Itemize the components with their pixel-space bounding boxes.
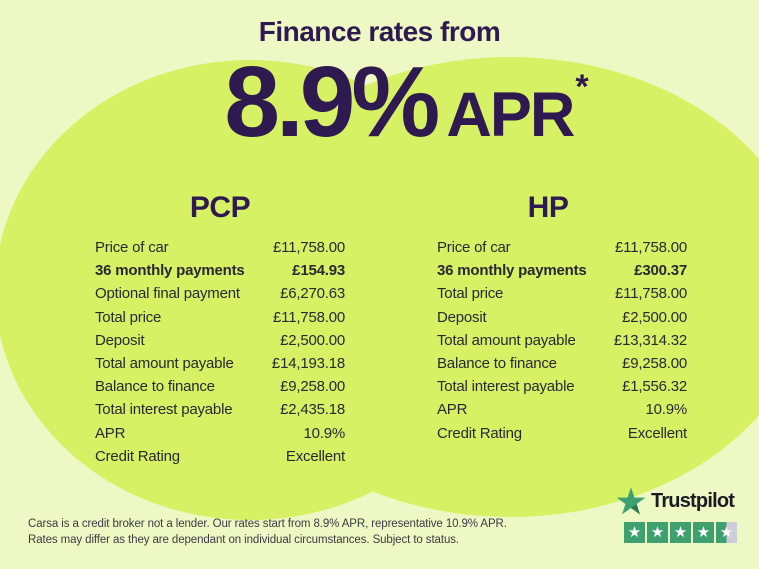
hp-heading: HP bbox=[527, 191, 569, 224]
pcp-heading: PCP bbox=[189, 191, 251, 224]
row-label: Balance to finance bbox=[437, 355, 557, 373]
star-box-full: ★ bbox=[693, 522, 714, 543]
table-row: Deposit £2,500.00 bbox=[437, 306, 687, 329]
trustpilot-stars: ★ ★ ★ ★ ★ bbox=[624, 522, 748, 543]
row-value: £11,758.00 bbox=[273, 308, 345, 326]
table-row: APR 10.9% bbox=[95, 422, 345, 445]
table-row: Total amount payable £14,193.18 bbox=[95, 352, 345, 375]
star-box-full: ★ bbox=[624, 522, 645, 543]
rate-asterisk: * bbox=[575, 68, 589, 106]
row-label: Total price bbox=[437, 285, 504, 303]
table-row: Total price £11,758.00 bbox=[437, 282, 687, 305]
row-label: Optional final payment bbox=[95, 285, 240, 303]
row-value: £11,758.00 bbox=[615, 285, 687, 303]
table-row: Price of car £11,758.00 bbox=[437, 236, 687, 259]
row-label: Total amount payable bbox=[95, 355, 234, 373]
background-circle-right bbox=[210, 57, 759, 517]
star-icon: ★ bbox=[627, 524, 642, 541]
star-icon: ★ bbox=[719, 524, 734, 541]
row-value: £1,556.32 bbox=[622, 378, 687, 396]
row-value: 10.9% bbox=[645, 401, 687, 419]
hp-table: Price of car £11,758.00 36 monthly payme… bbox=[437, 236, 687, 445]
disclaimer-line-1: Carsa is a credit broker not a lender. O… bbox=[28, 518, 507, 530]
table-row: Total price £11,758.00 bbox=[95, 306, 345, 329]
table-row: 36 monthly payments £154.93 bbox=[95, 259, 345, 282]
pcp-table: Price of car £11,758.00 36 monthly payme… bbox=[95, 236, 345, 468]
table-row: Price of car £11,758.00 bbox=[95, 236, 345, 259]
trustpilot-badge: Trustpilot ★ ★ ★ ★ ★ bbox=[616, 487, 748, 543]
table-row: Balance to finance £9,258.00 bbox=[437, 352, 687, 375]
trustpilot-wordmark: Trustpilot bbox=[651, 490, 735, 512]
row-value: £9,258.00 bbox=[280, 378, 345, 396]
row-label: Price of car bbox=[95, 239, 169, 257]
table-row: 36 monthly payments £300.37 bbox=[437, 259, 687, 282]
row-label: Total interest payable bbox=[95, 401, 233, 419]
table-row: Credit Rating Excellent bbox=[437, 422, 687, 445]
star-box-full: ★ bbox=[670, 522, 691, 543]
star-box-half: ★ bbox=[716, 522, 737, 543]
rate-line: 8.9% APR * bbox=[0, 52, 759, 152]
row-label: Credit Rating bbox=[437, 424, 522, 442]
table-row: Total interest payable £1,556.32 bbox=[437, 375, 687, 398]
star-icon: ★ bbox=[673, 524, 688, 541]
row-value: £2,500.00 bbox=[622, 308, 687, 326]
star-icon: ★ bbox=[696, 524, 711, 541]
trustpilot-star-icon bbox=[616, 487, 646, 515]
row-label: Total price bbox=[95, 308, 162, 326]
table-row: Total amount payable £13,314.32 bbox=[437, 329, 687, 352]
row-label: Total amount payable bbox=[437, 331, 576, 349]
table-row: Deposit £2,500.00 bbox=[95, 329, 345, 352]
table-row: Balance to finance £9,258.00 bbox=[95, 375, 345, 398]
row-value: £9,258.00 bbox=[622, 355, 687, 373]
row-label: Price of car bbox=[437, 239, 511, 257]
row-value: £11,758.00 bbox=[615, 239, 687, 257]
page-title: Finance rates from bbox=[258, 16, 501, 47]
row-label: Total interest payable bbox=[437, 378, 575, 396]
row-value: £2,500.00 bbox=[280, 331, 345, 349]
row-value: £154.93 bbox=[292, 262, 345, 280]
row-value: £11,758.00 bbox=[273, 239, 345, 257]
row-value: £14,193.18 bbox=[271, 355, 345, 373]
row-label: APR bbox=[437, 401, 468, 419]
row-value: £6,270.63 bbox=[280, 285, 345, 303]
table-row: Optional final payment £6,270.63 bbox=[95, 282, 345, 305]
row-label: APR bbox=[95, 424, 126, 442]
table-row: Total interest payable £2,435.18 bbox=[95, 398, 345, 421]
row-label: Deposit bbox=[95, 331, 145, 349]
disclaimer-text: Carsa is a credit broker not a lender. O… bbox=[28, 516, 668, 548]
row-value: £2,435.18 bbox=[280, 401, 345, 419]
rate-apr-label: APR bbox=[446, 80, 575, 150]
row-value: £13,314.32 bbox=[613, 331, 687, 349]
row-label: Credit Rating bbox=[95, 447, 180, 465]
star-box-full: ★ bbox=[647, 522, 668, 543]
row-label: Deposit bbox=[437, 308, 487, 326]
row-label: 36 monthly payments bbox=[437, 262, 587, 280]
table-row: APR 10.9% bbox=[437, 398, 687, 421]
row-value: £300.37 bbox=[634, 262, 687, 280]
row-label: 36 monthly payments bbox=[95, 262, 245, 280]
trustpilot-logo: Trustpilot bbox=[616, 487, 748, 516]
row-label: Balance to finance bbox=[95, 378, 215, 396]
rate-value: 8.9% bbox=[224, 46, 440, 158]
table-row: Credit Rating Excellent bbox=[95, 445, 345, 468]
star-icon: ★ bbox=[650, 524, 665, 541]
disclaimer-line-2: Rates may differ as they are dependant o… bbox=[28, 534, 459, 546]
row-value: Excellent bbox=[285, 447, 345, 465]
row-value: 10.9% bbox=[303, 424, 345, 442]
row-value: Excellent bbox=[627, 424, 687, 442]
